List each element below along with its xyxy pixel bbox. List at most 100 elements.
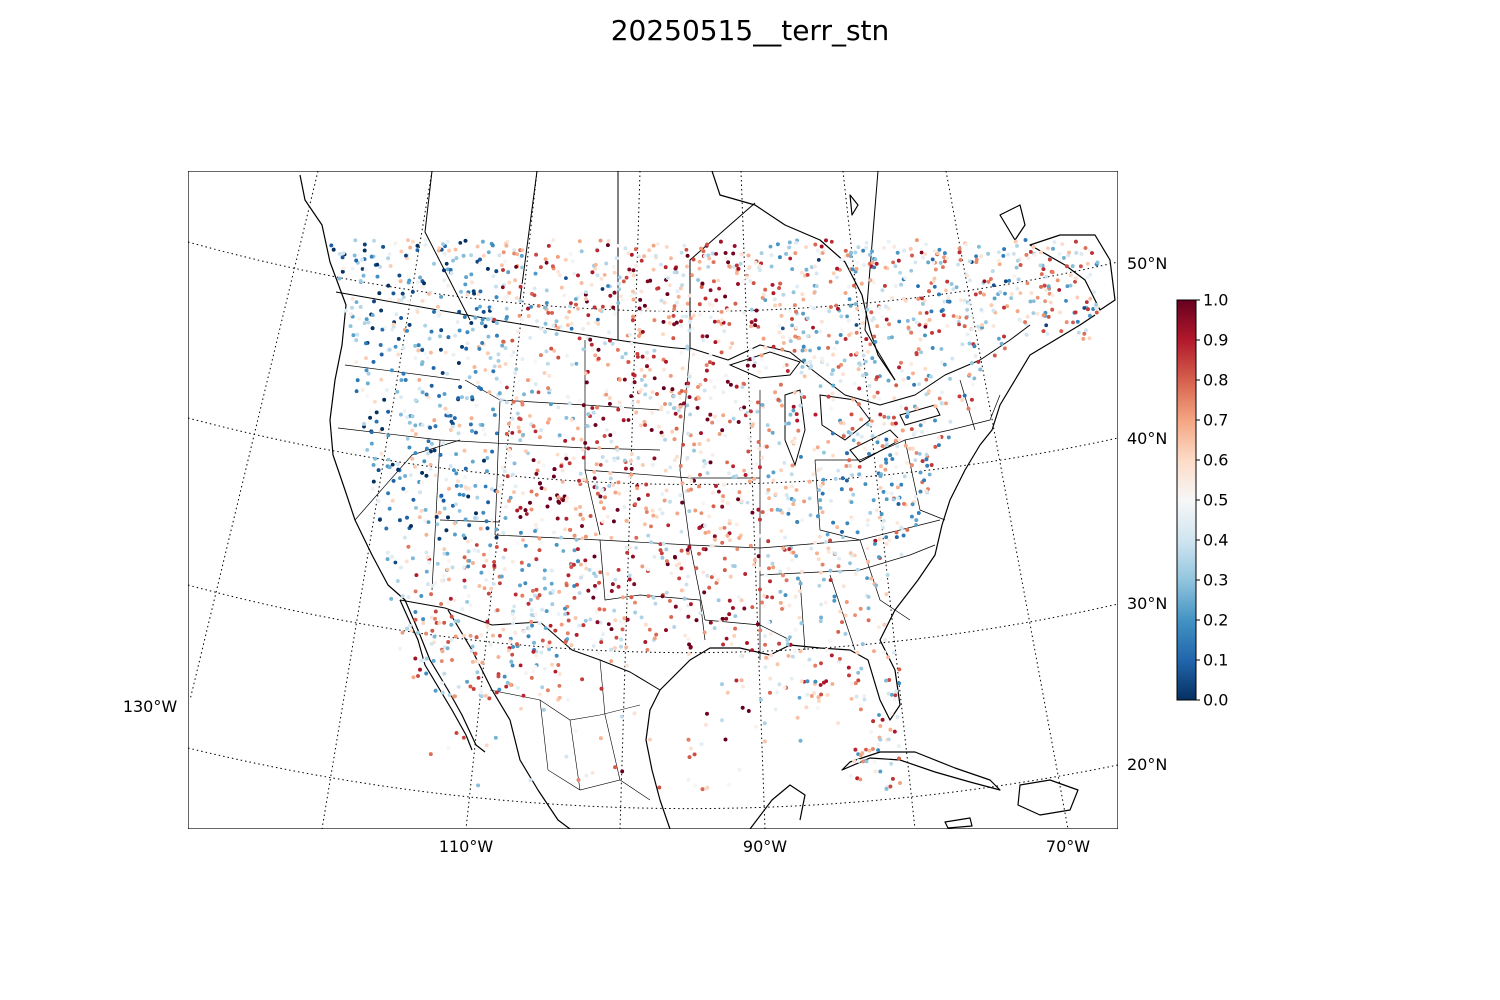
- station-point: [723, 294, 727, 299]
- station-point: [446, 411, 450, 415]
- station-point: [647, 627, 652, 632]
- station-point: [767, 566, 771, 571]
- station-point: [648, 395, 653, 400]
- station-point: [753, 361, 757, 365]
- station-point: [973, 292, 978, 297]
- station-point: [510, 416, 515, 421]
- station-point: [453, 532, 457, 537]
- station-point: [840, 257, 844, 262]
- station-point: [604, 388, 609, 393]
- station-point: [939, 401, 944, 406]
- state-border-wv-va: [904, 439, 946, 521]
- station-point: [782, 461, 787, 465]
- station-point: [393, 344, 398, 349]
- station-point: [542, 463, 546, 468]
- station-point: [1002, 334, 1006, 339]
- station-point: [595, 440, 599, 444]
- station-point: [818, 329, 823, 334]
- station-point: [719, 310, 724, 314]
- station-point: [701, 570, 706, 575]
- station-point: [997, 336, 1001, 341]
- station-point: [881, 519, 886, 523]
- station-point: [584, 534, 588, 539]
- station-point: [608, 433, 613, 437]
- station-point: [707, 256, 712, 261]
- station-point: [466, 564, 471, 569]
- station-point: [1088, 313, 1092, 318]
- station-point: [636, 456, 641, 460]
- station-point: [844, 600, 849, 604]
- station-point: [857, 361, 862, 366]
- station-point: [513, 592, 518, 597]
- station-point: [964, 242, 969, 247]
- station-point: [465, 292, 470, 297]
- station-point: [832, 598, 837, 603]
- station-point: [768, 244, 773, 249]
- station-point: [372, 238, 376, 243]
- station-point: [678, 404, 683, 409]
- station-point: [424, 671, 429, 676]
- station-point: [819, 483, 823, 488]
- station-point: [855, 650, 860, 655]
- station-point: [518, 663, 523, 668]
- station-point: [890, 421, 895, 426]
- station-point: [512, 461, 517, 466]
- station-point: [498, 380, 503, 385]
- station-point: [576, 547, 580, 551]
- station-point: [771, 344, 776, 349]
- station-point: [606, 622, 611, 626]
- station-point: [419, 658, 424, 663]
- station-point: [742, 405, 746, 410]
- station-point: [818, 534, 822, 539]
- station-point: [533, 429, 538, 434]
- station-point: [882, 422, 887, 426]
- station-point: [591, 644, 596, 648]
- station-point: [743, 473, 748, 477]
- station-point: [749, 324, 753, 329]
- station-point: [790, 463, 795, 468]
- station-point: [957, 394, 962, 399]
- station-point: [644, 622, 648, 627]
- station-point: [800, 365, 805, 369]
- station-point: [795, 520, 800, 524]
- station-point: [386, 256, 390, 261]
- station-point: [706, 438, 711, 442]
- station-point: [439, 295, 443, 299]
- station-point: [899, 482, 904, 487]
- station-point: [430, 441, 434, 446]
- station-point: [879, 522, 884, 527]
- station-point: [788, 635, 792, 639]
- station-point: [924, 377, 929, 382]
- station-point: [518, 505, 523, 510]
- station-point: [819, 319, 824, 324]
- station-point: [855, 351, 859, 356]
- station-point: [697, 302, 702, 307]
- station-point: [740, 705, 745, 710]
- station-point: [669, 615, 674, 619]
- station-point: [1079, 264, 1083, 269]
- station-point: [976, 324, 981, 329]
- station-point: [352, 253, 357, 258]
- station-point: [697, 551, 701, 556]
- station-point: [564, 583, 569, 588]
- station-point: [604, 392, 609, 397]
- station-point: [732, 244, 737, 248]
- station-point: [472, 548, 477, 552]
- station-point: [878, 724, 883, 728]
- station-point: [902, 474, 907, 479]
- station-point: [917, 322, 922, 327]
- station-point: [498, 484, 503, 488]
- station-point: [650, 410, 654, 415]
- station-point: [686, 551, 690, 556]
- station-point: [484, 743, 489, 748]
- station-point: [992, 296, 997, 301]
- station-point: [561, 549, 566, 553]
- station-point: [763, 287, 768, 292]
- station-point: [739, 252, 744, 257]
- station-point: [563, 606, 567, 611]
- station-point: [371, 463, 376, 467]
- station-point: [717, 489, 721, 494]
- station-point: [398, 279, 403, 284]
- station-point: [887, 538, 892, 543]
- station-point: [860, 751, 865, 756]
